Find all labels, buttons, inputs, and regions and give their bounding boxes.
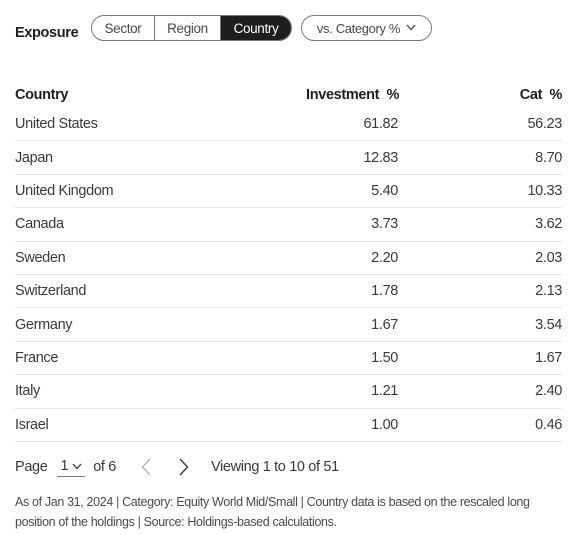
investment-cell: 1.78 (371, 283, 398, 300)
category-cell: 3.62 (535, 216, 562, 233)
country-cell: United Kingdom (15, 182, 114, 199)
table-row: Germany 1.67 3.54 (15, 308, 562, 342)
category-cell: 2.13 (535, 283, 562, 300)
header-investment: Investment % (306, 87, 399, 103)
category-cell: 3.54 (535, 316, 562, 333)
country-cell: Japan (15, 149, 53, 166)
chevron-down-icon (406, 23, 416, 34)
header-category: Cat % (519, 87, 563, 103)
country-cell: Switzerland (15, 283, 87, 300)
exposure-segmented-control: Sector Region Country (91, 15, 292, 41)
country-exposure-table: Country Investment % Cat % United States… (15, 82, 562, 442)
category-cell: 56.23 (527, 116, 562, 133)
category-cell: 2.40 (535, 383, 562, 400)
category-cell: 8.70 (535, 149, 562, 166)
table-row: Japan 12.83 8.70 (15, 141, 562, 175)
investment-cell: 1.67 (371, 316, 398, 333)
table-row: Canada 3.73 3.62 (15, 208, 562, 242)
tab-sector[interactable]: Sector (92, 16, 155, 40)
category-cell: 2.03 (535, 249, 562, 266)
table-row: Israel 1.00 0.46 (15, 409, 562, 442)
category-cell: 1.67 (535, 349, 562, 366)
table-row: Sweden 2.20 2.03 (15, 242, 562, 275)
pagination: Page 1 of 6 Viewing 1 to 10 of 51 (15, 455, 339, 479)
current-page: 1 (60, 457, 69, 474)
table-row: United Kingdom 5.40 10.33 (15, 175, 562, 209)
viewing-range: Viewing 1 to 10 of 51 (210, 459, 339, 475)
investment-cell: 61.82 (363, 116, 398, 133)
investment-cell: 2.20 (371, 249, 398, 266)
comparison-dropdown[interactable]: vs. Category % (301, 15, 432, 41)
chevron-down-icon (72, 458, 82, 474)
table-row: Italy 1.21 2.40 (15, 375, 562, 409)
tab-region[interactable]: Region (155, 16, 221, 40)
table-row: United States 61.82 56.23 (15, 108, 562, 142)
page-count: of 6 (93, 459, 116, 475)
country-cell: Israel (15, 416, 49, 433)
country-cell: Sweden (15, 249, 66, 266)
chevron-right-icon[interactable] (176, 456, 192, 478)
comparison-dropdown-label: vs. Category % (316, 20, 401, 36)
header-country: Country (15, 87, 69, 103)
investment-cell: 3.73 (371, 216, 398, 233)
country-cell: Italy (15, 383, 40, 400)
investment-cell: 1.50 (371, 349, 398, 366)
tab-country[interactable]: Country (221, 16, 291, 40)
table-body: United States 61.82 56.23 Japan 12.83 8.70 Uni… (15, 108, 562, 442)
investment-cell: 5.40 (371, 182, 398, 199)
country-cell: Canada (15, 216, 64, 233)
table-row: Switzerland 1.78 2.13 (15, 275, 562, 309)
country-cell: France (15, 349, 59, 366)
page-select[interactable]: 1 (57, 457, 86, 477)
category-cell: 0.46 (535, 416, 562, 433)
category-cell: 10.33 (527, 182, 562, 199)
exposure-title: Exposure (15, 25, 79, 41)
investment-cell: 1.21 (371, 383, 398, 400)
footnote: As of Jan 31, 2024 | Category: Equity Wo… (15, 495, 530, 529)
investment-cell: 12.83 (363, 149, 398, 166)
table-row: France 1.50 1.67 (15, 342, 562, 376)
country-cell: United States (15, 116, 98, 133)
country-cell: Germany (15, 316, 73, 333)
page-label: Page (15, 459, 48, 475)
investment-cell: 1.00 (371, 416, 398, 433)
chevron-left-icon[interactable] (138, 456, 154, 478)
table-header: Country Investment % Cat % (15, 82, 562, 108)
